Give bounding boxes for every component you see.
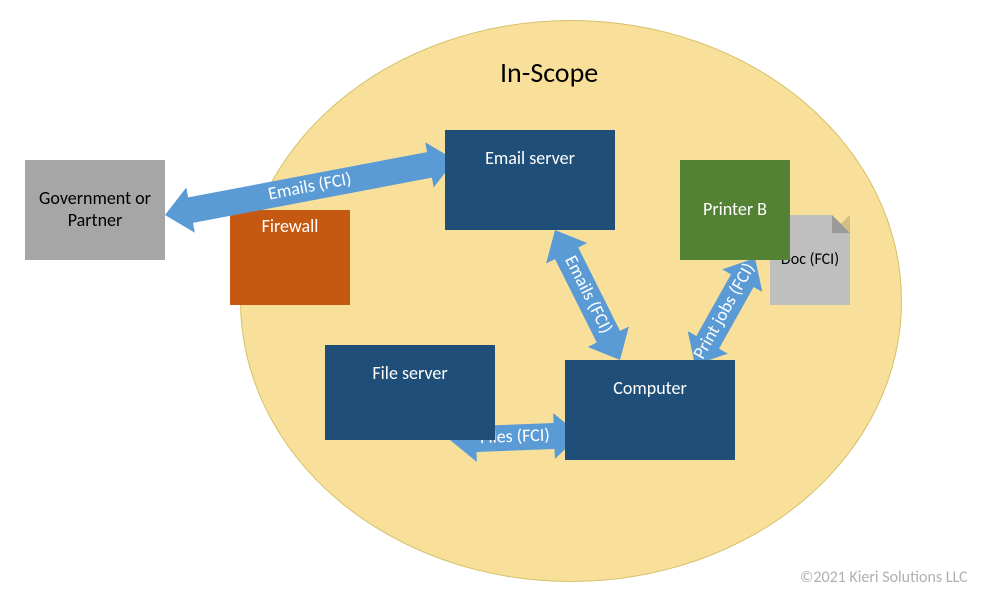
doc-fold-icon (832, 215, 850, 233)
scope-title: In-Scope (500, 55, 598, 90)
printer-node: Printer B (680, 160, 790, 260)
printer-label: Printer B (703, 199, 767, 221)
firewall-label: Firewall (262, 216, 319, 238)
computer-label: Computer (613, 378, 686, 400)
copyright-watermark: ©2021 Kieri Solutions LLC (800, 568, 968, 587)
diagram-canvas: In-Scope Firewall Government or Partner … (0, 0, 986, 596)
email-server-label: Email server (485, 148, 575, 170)
computer-node: Computer (565, 360, 735, 460)
government-partner-node: Government or Partner (25, 160, 165, 260)
firewall-node: Firewall (230, 210, 350, 305)
email-server-node: Email server (445, 130, 615, 230)
government-partner-label: Government or Partner (33, 188, 157, 231)
file-server-label: File server (372, 363, 447, 385)
file-server-node: File server (325, 345, 495, 440)
